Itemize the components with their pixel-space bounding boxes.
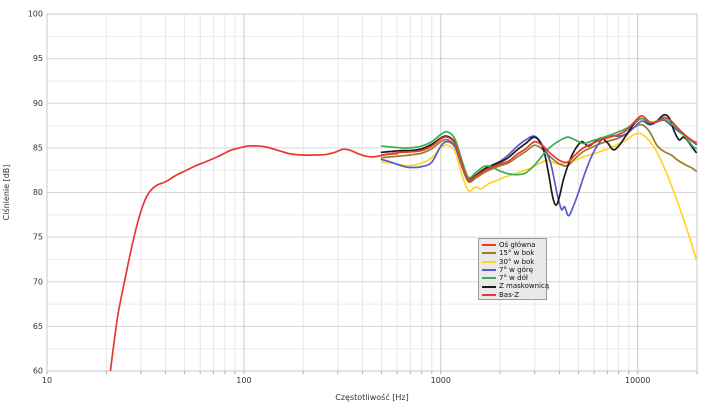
legend-label: 30° w bok xyxy=(499,257,535,266)
legend-item: Z maskownicą xyxy=(482,282,549,290)
series-line xyxy=(380,119,697,217)
legend-line-swatch xyxy=(482,269,496,272)
x-tick-label: 10 xyxy=(42,376,52,385)
chart-legend: Oś główna 15° w bok 30° w bok 7° w górę … xyxy=(478,238,549,300)
legend-line-swatch xyxy=(482,252,496,255)
legend-item: 15° w bok xyxy=(482,249,543,257)
legend-item: Bas-Z xyxy=(482,291,543,299)
legend-item: 7° w dół xyxy=(482,274,543,282)
legend-label: 7° w dół xyxy=(499,274,528,283)
y-tick-label: 100 xyxy=(28,10,43,19)
legend-line-swatch xyxy=(482,244,496,247)
y-tick-label: 60 xyxy=(33,367,43,376)
y-tick-label: 80 xyxy=(33,188,43,197)
series-line xyxy=(380,123,697,184)
x-tick-label: 1000 xyxy=(431,376,451,385)
y-tick-label: 70 xyxy=(33,277,43,286)
legend-item: 7° w górę xyxy=(482,266,543,274)
x-axis-title: Częstotliwość [Hz] xyxy=(335,392,409,402)
y-tick-label: 75 xyxy=(33,233,43,242)
legend-label: 15° w bok xyxy=(499,249,535,258)
series-line xyxy=(380,132,697,261)
legend-item: 30° w bok xyxy=(482,258,543,266)
series-line xyxy=(109,145,398,371)
y-tick-label: 65 xyxy=(33,322,43,331)
legend-label: Oś główna xyxy=(499,241,536,249)
x-tick-label: 100 xyxy=(236,376,251,385)
y-tick-label: 85 xyxy=(33,143,43,152)
legend-line-swatch xyxy=(482,260,496,263)
x-tick-label: 10000 xyxy=(625,376,650,385)
legend-item: Oś główna xyxy=(482,241,543,249)
legend-label: 7° w górę xyxy=(499,265,534,274)
y-axis-title: Ciśnienie [dB] xyxy=(1,165,11,221)
legend-line-swatch xyxy=(482,277,496,280)
legend-label: Bas-Z xyxy=(499,290,520,299)
y-tick-label: 95 xyxy=(33,54,43,63)
legend-line-swatch xyxy=(482,293,496,296)
y-tick-label: 90 xyxy=(33,99,43,108)
legend-label: Z maskownicą xyxy=(499,282,550,291)
legend-line-swatch xyxy=(482,285,496,288)
series-line xyxy=(380,114,697,182)
